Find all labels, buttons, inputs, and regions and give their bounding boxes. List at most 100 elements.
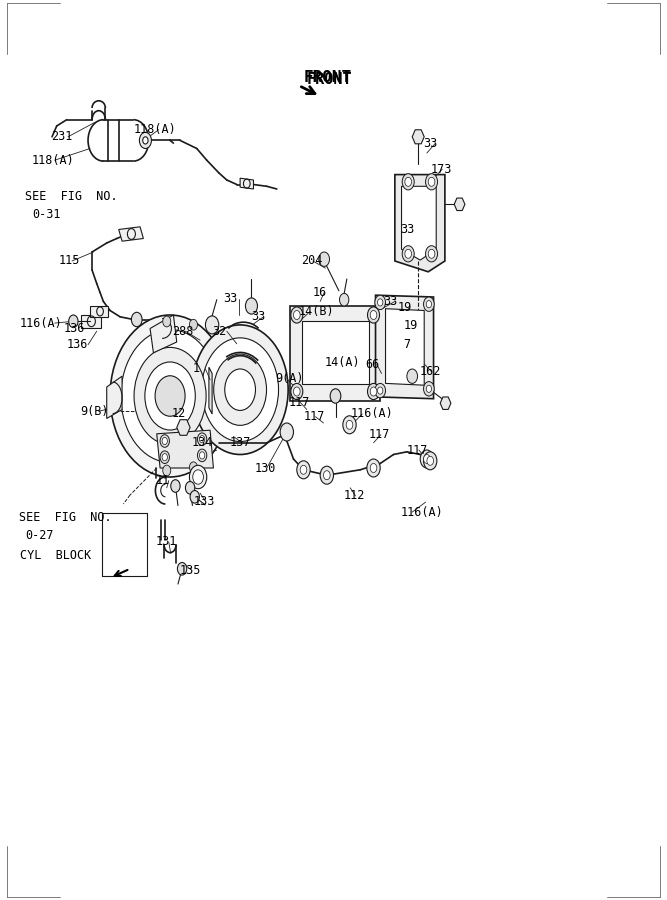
Circle shape <box>297 461 310 479</box>
Text: 9(A): 9(A) <box>275 373 303 385</box>
Text: SEE  FIG  NO.: SEE FIG NO. <box>19 511 111 524</box>
Circle shape <box>197 449 207 462</box>
Text: 117: 117 <box>303 410 325 423</box>
Text: 136: 136 <box>67 338 88 351</box>
Text: 11: 11 <box>155 474 169 487</box>
Circle shape <box>405 177 412 186</box>
Circle shape <box>375 295 386 310</box>
Circle shape <box>293 310 300 320</box>
Polygon shape <box>440 397 451 410</box>
Text: 131: 131 <box>155 536 177 548</box>
Text: 116(A): 116(A) <box>350 408 393 420</box>
Circle shape <box>340 293 349 306</box>
Circle shape <box>131 312 142 327</box>
Text: 118(A): 118(A) <box>133 123 176 136</box>
Circle shape <box>160 451 169 464</box>
Text: 137: 137 <box>230 436 251 449</box>
Circle shape <box>424 297 434 311</box>
Circle shape <box>205 316 219 334</box>
Polygon shape <box>119 227 143 241</box>
Circle shape <box>177 562 187 575</box>
Circle shape <box>192 325 288 454</box>
Text: 33: 33 <box>223 292 237 305</box>
Circle shape <box>69 315 78 328</box>
Polygon shape <box>240 178 253 189</box>
Polygon shape <box>177 419 190 436</box>
Text: 32: 32 <box>212 325 226 338</box>
Circle shape <box>190 491 199 503</box>
Circle shape <box>293 387 300 396</box>
Circle shape <box>375 383 386 398</box>
Circle shape <box>367 459 380 477</box>
Text: 16: 16 <box>312 286 326 299</box>
Circle shape <box>291 307 303 323</box>
Circle shape <box>319 252 329 266</box>
Circle shape <box>426 246 438 262</box>
Text: SEE  FIG  NO.: SEE FIG NO. <box>25 190 118 203</box>
Circle shape <box>427 456 434 465</box>
Text: 19: 19 <box>398 302 412 314</box>
Text: FRONT: FRONT <box>307 72 352 86</box>
Text: 134: 134 <box>192 436 213 449</box>
Circle shape <box>163 316 171 327</box>
Polygon shape <box>290 306 380 400</box>
Circle shape <box>405 249 412 258</box>
Circle shape <box>346 420 353 429</box>
Circle shape <box>245 298 257 314</box>
Text: 33: 33 <box>383 295 397 308</box>
Circle shape <box>185 482 195 494</box>
Circle shape <box>189 320 197 330</box>
Text: 116(A): 116(A) <box>20 317 63 329</box>
Circle shape <box>199 452 205 459</box>
Circle shape <box>320 466 334 484</box>
Circle shape <box>145 362 195 430</box>
Circle shape <box>426 385 432 392</box>
Text: 173: 173 <box>430 163 452 176</box>
Text: 116(A): 116(A) <box>400 506 443 518</box>
Polygon shape <box>395 175 445 272</box>
Circle shape <box>225 369 255 410</box>
Circle shape <box>189 465 207 489</box>
Circle shape <box>162 454 167 461</box>
Circle shape <box>330 389 341 403</box>
Text: 115: 115 <box>59 255 80 267</box>
Circle shape <box>428 249 435 258</box>
Polygon shape <box>150 315 177 353</box>
Text: 162: 162 <box>420 365 441 378</box>
Text: FRONT: FRONT <box>303 70 352 85</box>
Circle shape <box>407 369 418 383</box>
Text: 288: 288 <box>172 325 193 338</box>
Text: 0-31: 0-31 <box>32 208 61 220</box>
Polygon shape <box>81 315 101 328</box>
Text: CYL  BLOCK: CYL BLOCK <box>20 549 91 562</box>
Circle shape <box>189 462 197 472</box>
Circle shape <box>171 480 180 492</box>
Circle shape <box>370 310 377 320</box>
Circle shape <box>426 301 432 308</box>
Circle shape <box>110 315 230 477</box>
Circle shape <box>378 387 383 394</box>
Text: 130: 130 <box>255 462 276 474</box>
Text: 118(A): 118(A) <box>31 154 74 166</box>
Text: 133: 133 <box>193 495 215 508</box>
Circle shape <box>370 387 377 396</box>
Circle shape <box>162 437 167 445</box>
Circle shape <box>370 464 377 472</box>
Circle shape <box>280 423 293 441</box>
Circle shape <box>343 416 356 434</box>
Circle shape <box>378 299 383 306</box>
Circle shape <box>197 433 207 446</box>
Text: 19: 19 <box>404 320 418 332</box>
Text: 9(B): 9(B) <box>80 405 109 418</box>
Text: 12: 12 <box>172 407 186 419</box>
Polygon shape <box>107 376 122 418</box>
Polygon shape <box>454 198 465 211</box>
Circle shape <box>160 435 169 447</box>
Polygon shape <box>157 430 213 468</box>
Polygon shape <box>412 130 424 144</box>
Circle shape <box>139 132 151 148</box>
Circle shape <box>300 465 307 474</box>
Polygon shape <box>376 295 434 399</box>
Text: 112: 112 <box>344 490 365 502</box>
Text: 33: 33 <box>251 310 265 323</box>
